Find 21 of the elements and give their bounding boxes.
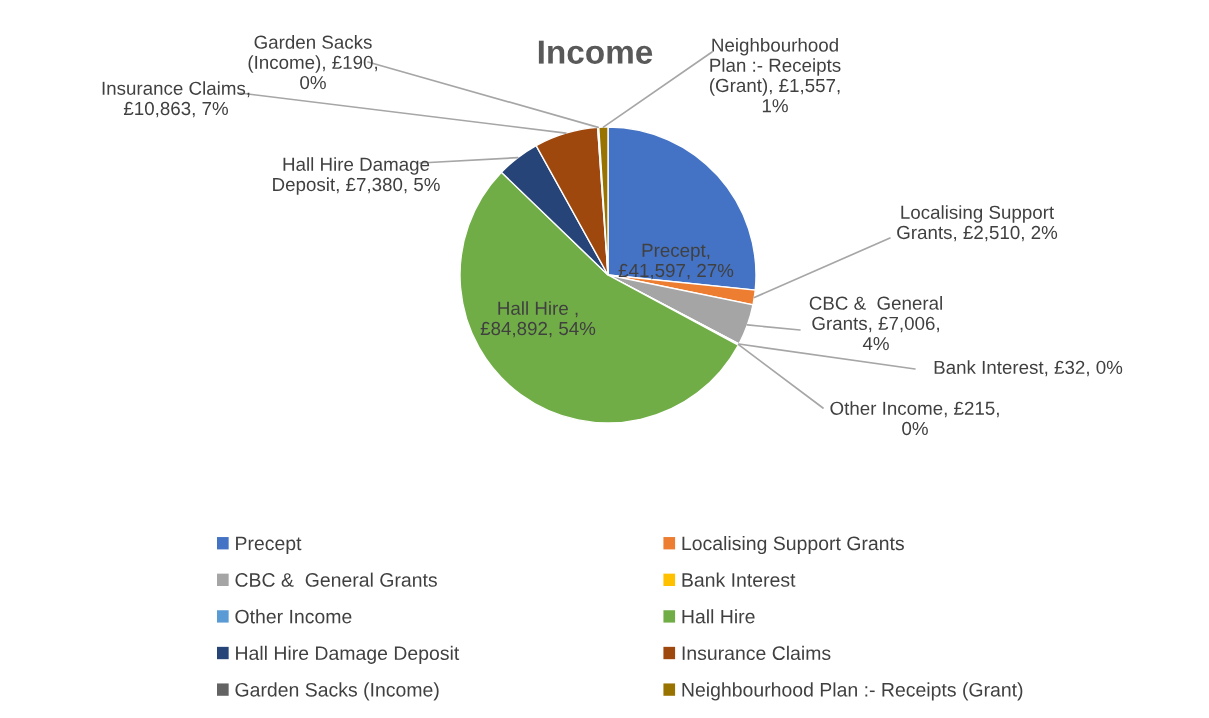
legend-label: Precept [236,536,302,555]
legend-label: Garden Sacks (Income) [235,682,439,701]
legend-label: Localising Support Grants [682,535,904,555]
legend-label: Neighbourhood Plan :- Receipts (Grant) [682,682,1023,701]
legend-label: Bank Interest [682,572,796,587]
chart-title: Income [538,40,653,64]
data-label: Precept, £41,597, 27% [618,243,734,280]
data-label: Hall Hire , £84,892, 54% [480,301,596,338]
legend-label: Hall Hire Damage Deposit [236,645,460,664]
legend-label: Insurance Claims [682,645,831,661]
data-label: Neighbourhood Plan :- Receipts (Grant), £1,557, 1% [709,37,841,113]
legend-label: CBC & General Grants [235,572,437,587]
legend-label: Other Income [235,609,352,624]
data-label: Hall Hire Damage Deposit, £7,380, 5% [273,157,440,195]
data-label: Bank Interest, £32, 0% [934,360,1123,377]
data-label: Localising Support Grants, £2,510, 2% [897,205,1058,242]
data-label: Insurance Claims, £10,863, 7% [102,81,250,118]
data-label: CBC & General Grants, £7,006, 4% [809,296,942,351]
data-label: Other Income, £215, 0% [830,401,999,436]
data-label: Garden Sacks (Income), £190, 0% [248,35,377,90]
legend-label: Hall Hire [682,609,755,624]
